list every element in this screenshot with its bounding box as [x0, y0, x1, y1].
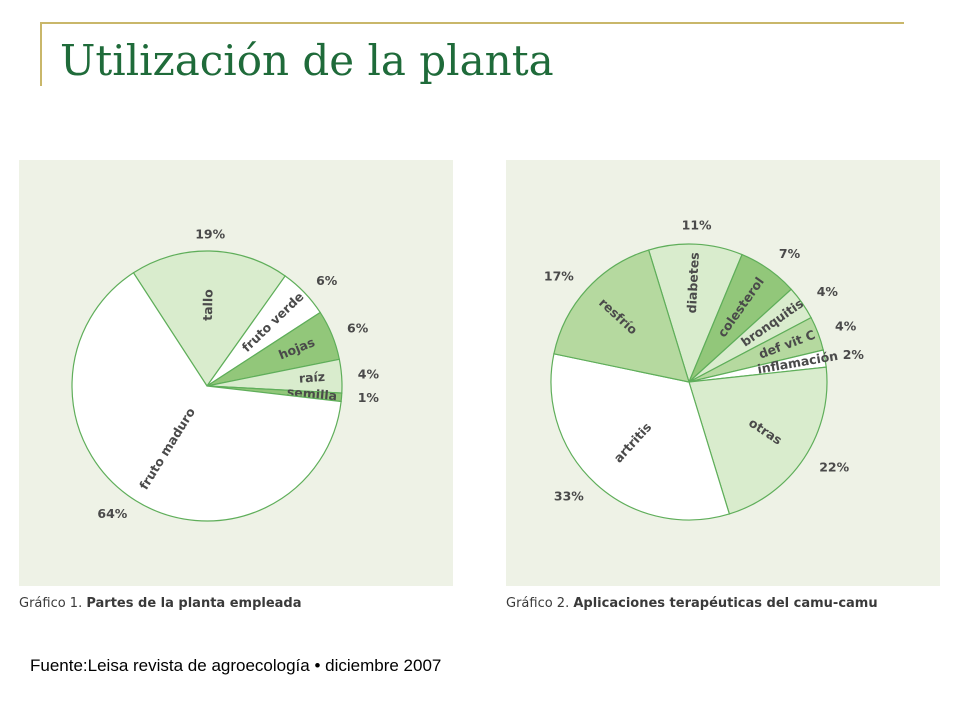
- slice-value-1-semilla: 1%: [358, 390, 380, 405]
- pie-slice-2-resfrio: [553, 249, 690, 383]
- caption-prefix-1: Gráfico 1.: [19, 596, 83, 611]
- slice-value-2-bronquitis: 4%: [817, 284, 839, 299]
- slice-value-1-tallo: 19%: [195, 226, 225, 241]
- slice-label-2-diabetes: diabetes: [684, 252, 702, 314]
- slice-value-2-diabetes: 11%: [682, 218, 712, 233]
- caption-title-1: Partes de la planta empleada: [86, 596, 302, 611]
- slice-label-1-tallo: tallo: [200, 289, 216, 321]
- slice-value-2-colesterol: 7%: [779, 246, 801, 261]
- slide-title: Utilización de la planta: [60, 36, 554, 85]
- slice-value-2-inflamacion: 2%: [843, 347, 865, 362]
- chart-panel-1: tallo 19% fruto verde 6% hojas 6% raíz 4% semill…: [19, 160, 453, 586]
- slice-value-2-resfrio: 17%: [544, 268, 574, 283]
- pie-slice-1-fruto-maduro: [71, 271, 342, 522]
- caption-title-2: Aplicaciones terapéuticas del camu-camu: [573, 596, 878, 611]
- title-rule-left: [40, 22, 42, 86]
- slice-value-1-raiz: 4%: [358, 366, 380, 381]
- slice-label-1-raiz: raíz: [298, 369, 325, 386]
- pie-slice-2-artritis: [550, 353, 731, 521]
- chart-caption-1: Gráfico 1. Partes de la planta empleada: [19, 596, 302, 611]
- source-citation: Fuente:Leisa revista de agroecología • d…: [30, 656, 442, 675]
- title-rule-top: [40, 22, 904, 24]
- slice-value-1-hojas: 6%: [347, 320, 369, 335]
- slice-value-1-fruto-verde: 6%: [316, 273, 338, 288]
- slice-value-2-otras: 22%: [819, 459, 849, 474]
- pie-slice-2-otras: [688, 366, 828, 515]
- slice-value-1-fruto-maduro: 64%: [97, 506, 127, 521]
- caption-prefix-2: Gráfico 2.: [506, 596, 570, 611]
- pie-slice-2-diabetes: [647, 243, 743, 384]
- pie-slice-1-tallo: [132, 250, 287, 388]
- chart-panel-2: diabetes 11% colesterol 7% bronquitis 4% def v…: [506, 160, 940, 586]
- chart-caption-2: Gráfico 2. Aplicaciones terapéuticas del…: [506, 596, 878, 611]
- slice-value-2-artritis: 33%: [554, 489, 584, 504]
- slice-value-2-def-vit-c: 4%: [835, 319, 857, 334]
